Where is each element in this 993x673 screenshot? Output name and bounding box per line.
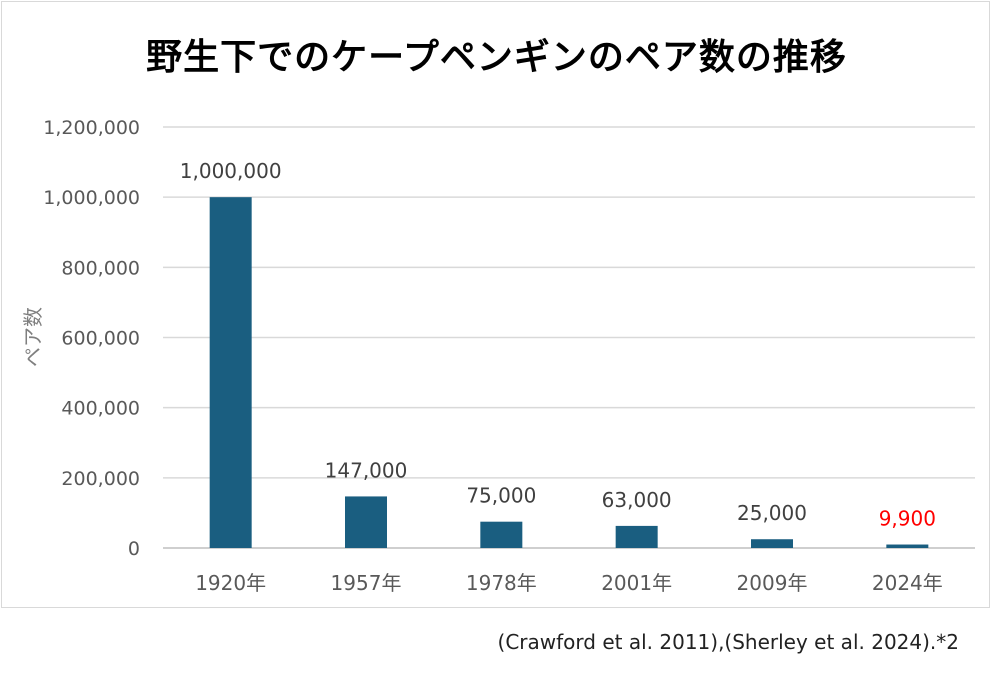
x-tick-label: 1978年 (466, 571, 537, 595)
y-tick-label: 1,000,000 (43, 187, 140, 209)
x-tick-label: 2024年 (872, 571, 943, 595)
bar (751, 539, 793, 548)
y-tick-label: 200,000 (61, 468, 140, 490)
chart-title: 野生下でのケープペンギンのペア数の推移 (146, 37, 847, 78)
bar (209, 197, 252, 548)
data-label: 147,000 (325, 458, 408, 482)
bar (615, 525, 658, 548)
bar (345, 496, 387, 548)
x-tick-label: 2001年 (601, 571, 672, 595)
x-tick-label: 2009年 (737, 571, 808, 595)
y-axis-title: ペア数 (21, 307, 45, 367)
y-tick-label: 400,000 (61, 398, 140, 420)
x-tick-label: 1957年 (331, 571, 402, 595)
y-tick-label: 800,000 (61, 257, 140, 279)
bar (480, 521, 523, 548)
y-tick-label: 600,000 (61, 328, 140, 350)
y-tick-label: 1,200,000 (43, 117, 140, 139)
x-tick-label: 1920年 (195, 571, 266, 595)
y-tick-label: 0 (128, 538, 140, 560)
chart-frame (1, 1, 990, 608)
data-label: 75,000 (466, 484, 536, 508)
bar (886, 544, 929, 548)
data-label: 1,000,000 (180, 159, 282, 183)
source-note: (Crawford et al. 2011),(Sherley et al. 2… (497, 630, 959, 654)
data-label: 9,900 (879, 507, 936, 531)
data-label: 63,000 (602, 488, 672, 512)
data-label: 25,000 (737, 501, 807, 525)
